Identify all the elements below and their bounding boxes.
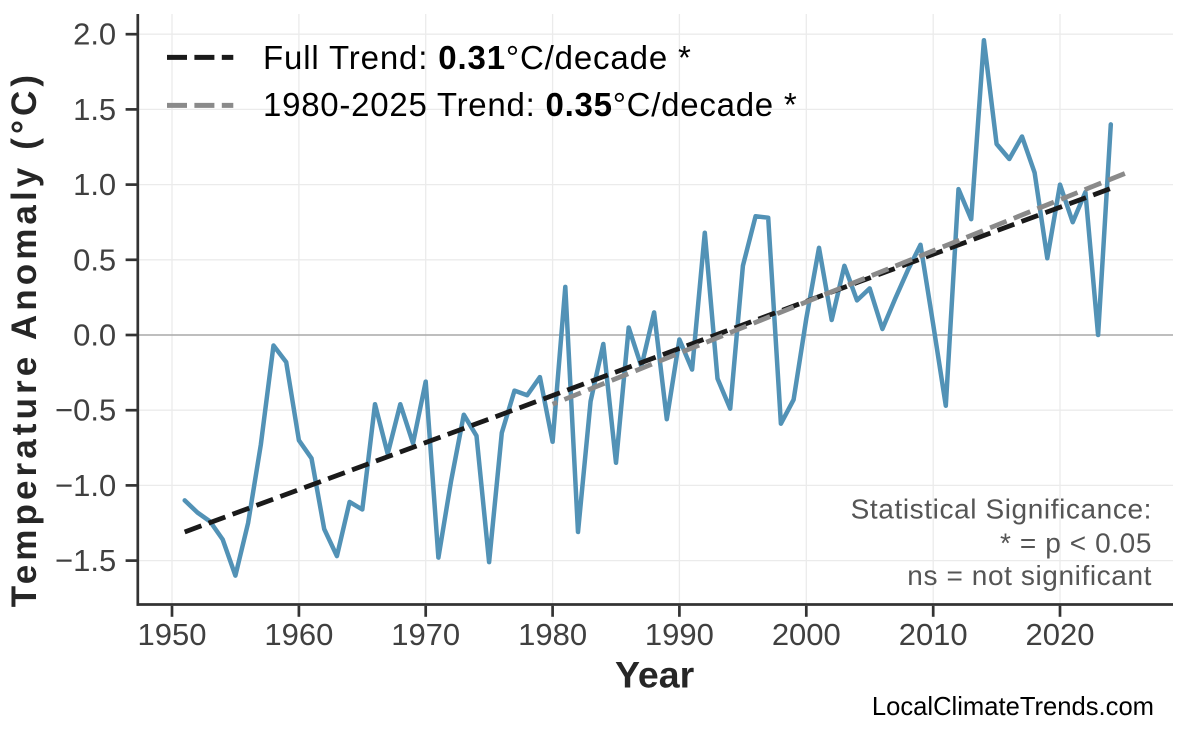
svg-text:0.0: 0.0 (73, 318, 116, 353)
svg-text:−0.5: −0.5 (55, 393, 116, 428)
svg-text:Statistical Significance:: Statistical Significance: (851, 494, 1152, 525)
svg-text:Year: Year (615, 654, 695, 696)
svg-text:2020: 2020 (1026, 617, 1095, 652)
svg-text:Temperature Anomaly (°C): Temperature Anomaly (°C) (5, 71, 44, 607)
svg-text:1980: 1980 (518, 617, 587, 652)
svg-text:1990: 1990 (645, 617, 714, 652)
svg-text:1970: 1970 (391, 617, 460, 652)
svg-text:0.5: 0.5 (73, 242, 116, 277)
svg-text:1960: 1960 (264, 617, 333, 652)
svg-text:ns = not significant: ns = not significant (907, 560, 1152, 591)
svg-text:−1.0: −1.0 (55, 468, 116, 503)
svg-text:1980-2025 Trend: 0.35°C/decade: 1980-2025 Trend: 0.35°C/decade * (263, 86, 797, 123)
svg-text:−1.5: −1.5 (55, 543, 116, 578)
svg-text:1950: 1950 (138, 617, 207, 652)
svg-text:* = p < 0.05: * = p < 0.05 (1000, 528, 1152, 559)
svg-text:2.0: 2.0 (73, 17, 116, 52)
svg-text:Full Trend: 0.31°C/decade *: Full Trend: 0.31°C/decade * (263, 39, 692, 76)
svg-text:1.5: 1.5 (73, 92, 116, 127)
svg-text:2000: 2000 (772, 617, 841, 652)
svg-text:LocalClimateTrends.com: LocalClimateTrends.com (872, 693, 1154, 721)
svg-text:1.0: 1.0 (73, 167, 116, 202)
svg-text:2010: 2010 (899, 617, 968, 652)
